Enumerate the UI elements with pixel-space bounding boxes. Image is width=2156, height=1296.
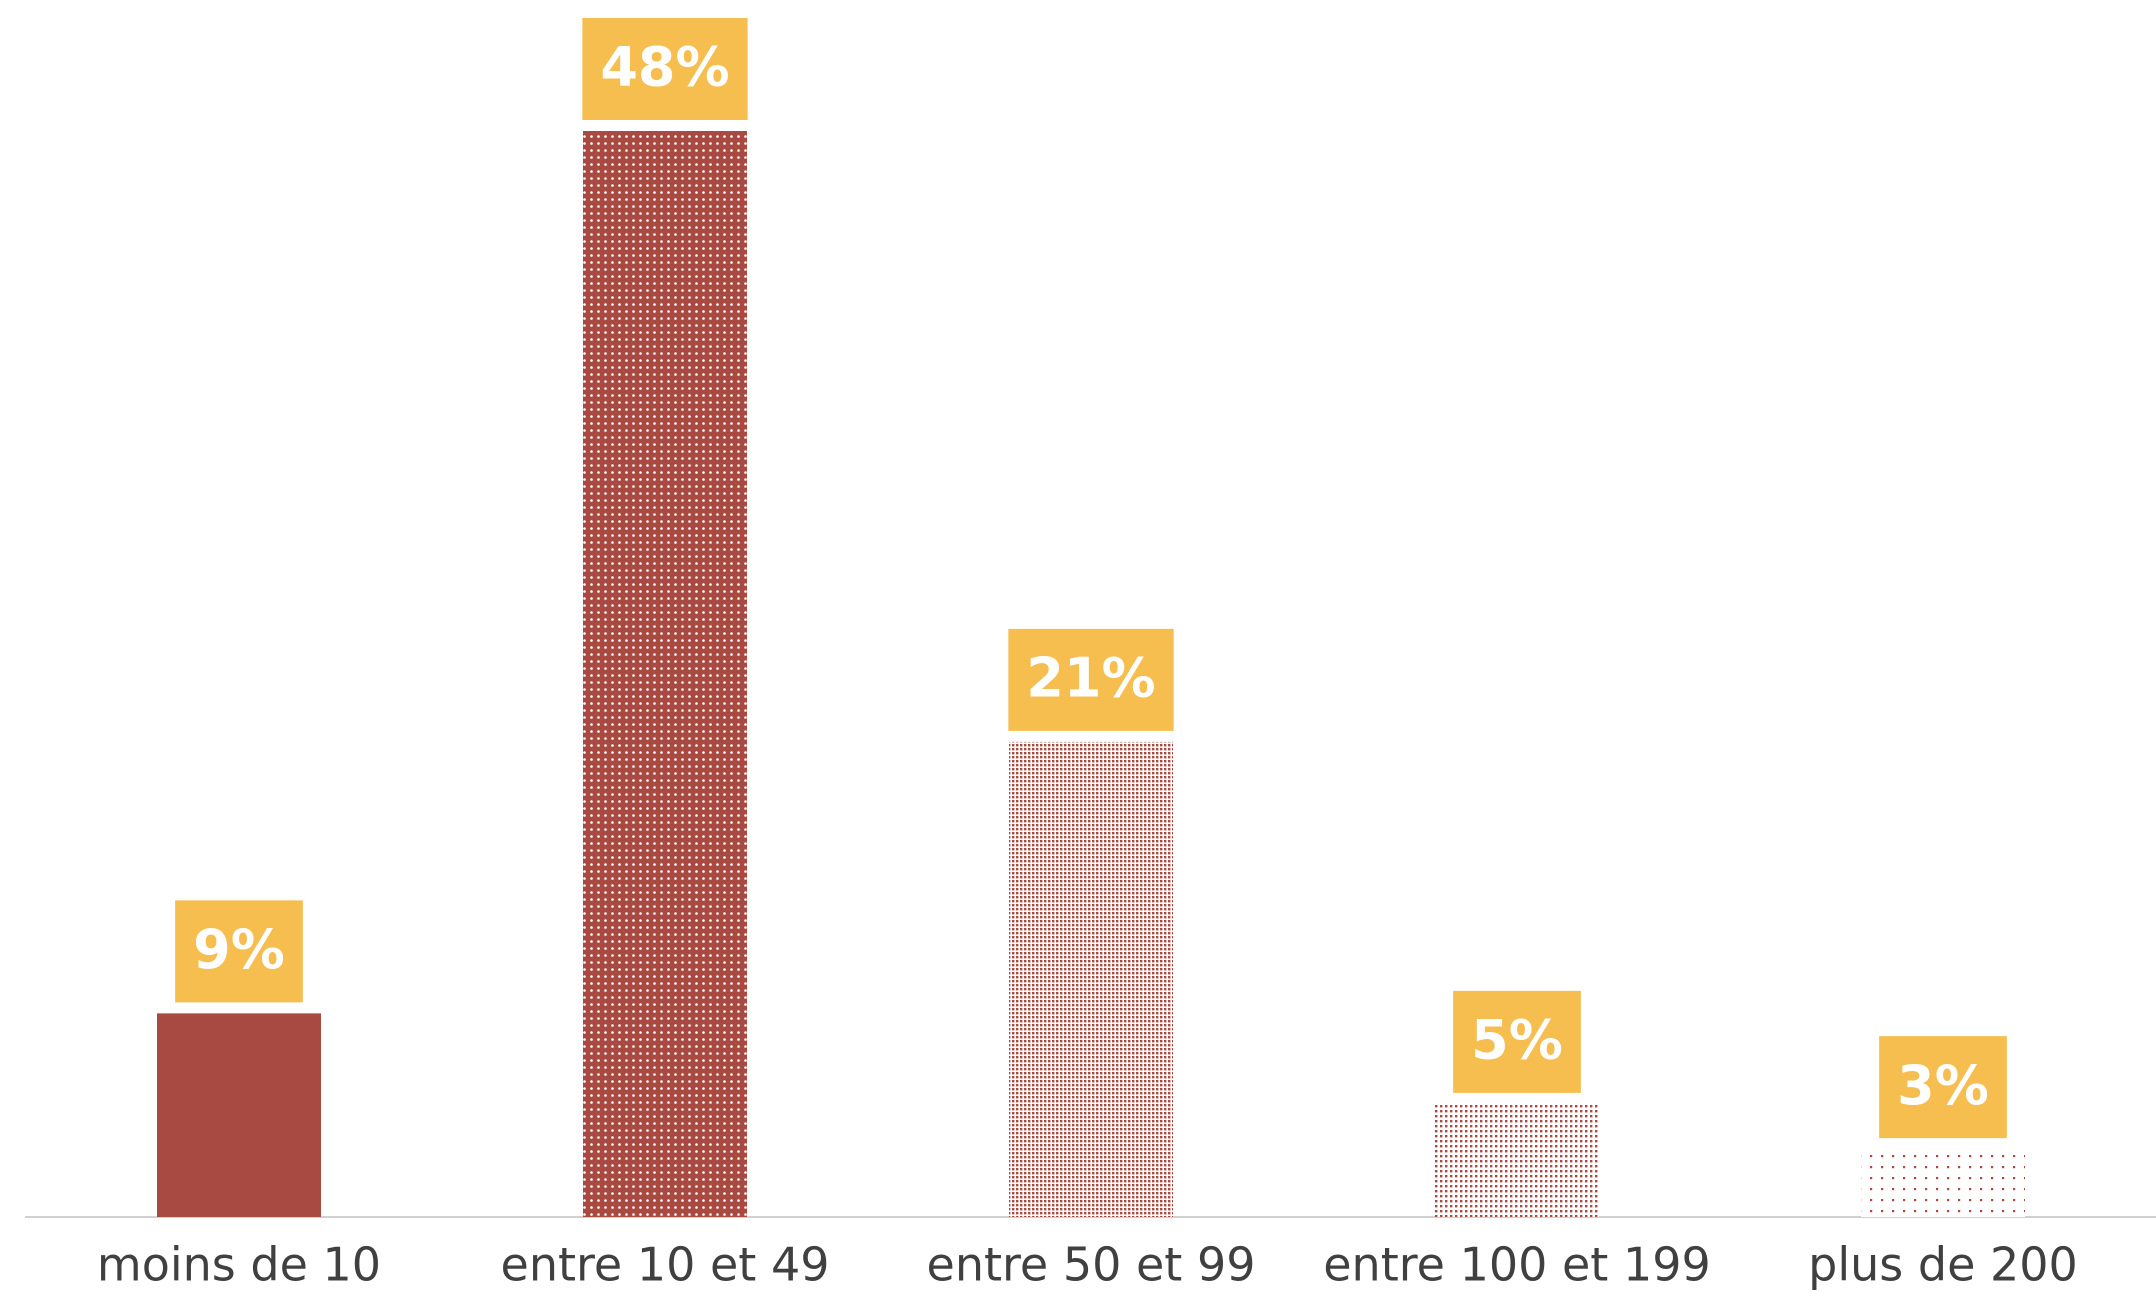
value-label: 5% xyxy=(1471,1009,1563,1072)
value-label: 21% xyxy=(1026,647,1155,710)
value-label: 9% xyxy=(193,918,285,981)
value-label-box xyxy=(1879,1036,2007,1139)
bar xyxy=(157,1013,321,1217)
value-label-box xyxy=(582,18,748,120)
x-tick-label: entre 100 et 199 xyxy=(1323,1238,1711,1292)
x-tick-label: plus de 200 xyxy=(1808,1238,2078,1292)
bar xyxy=(1009,741,1173,1217)
bar xyxy=(1435,1103,1599,1217)
value-label: 3% xyxy=(1897,1054,1989,1117)
bar xyxy=(1861,1149,2025,1217)
x-tick-label: entre 50 et 99 xyxy=(927,1238,1256,1292)
value-label: 48% xyxy=(600,36,729,99)
x-tick-label: moins de 10 xyxy=(97,1238,381,1292)
x-tick-label: entre 10 et 49 xyxy=(501,1238,830,1292)
value-label-box xyxy=(175,900,303,1003)
value-label-box xyxy=(1008,628,1174,731)
value-label-box xyxy=(1453,990,1581,1093)
bar xyxy=(583,131,747,1217)
